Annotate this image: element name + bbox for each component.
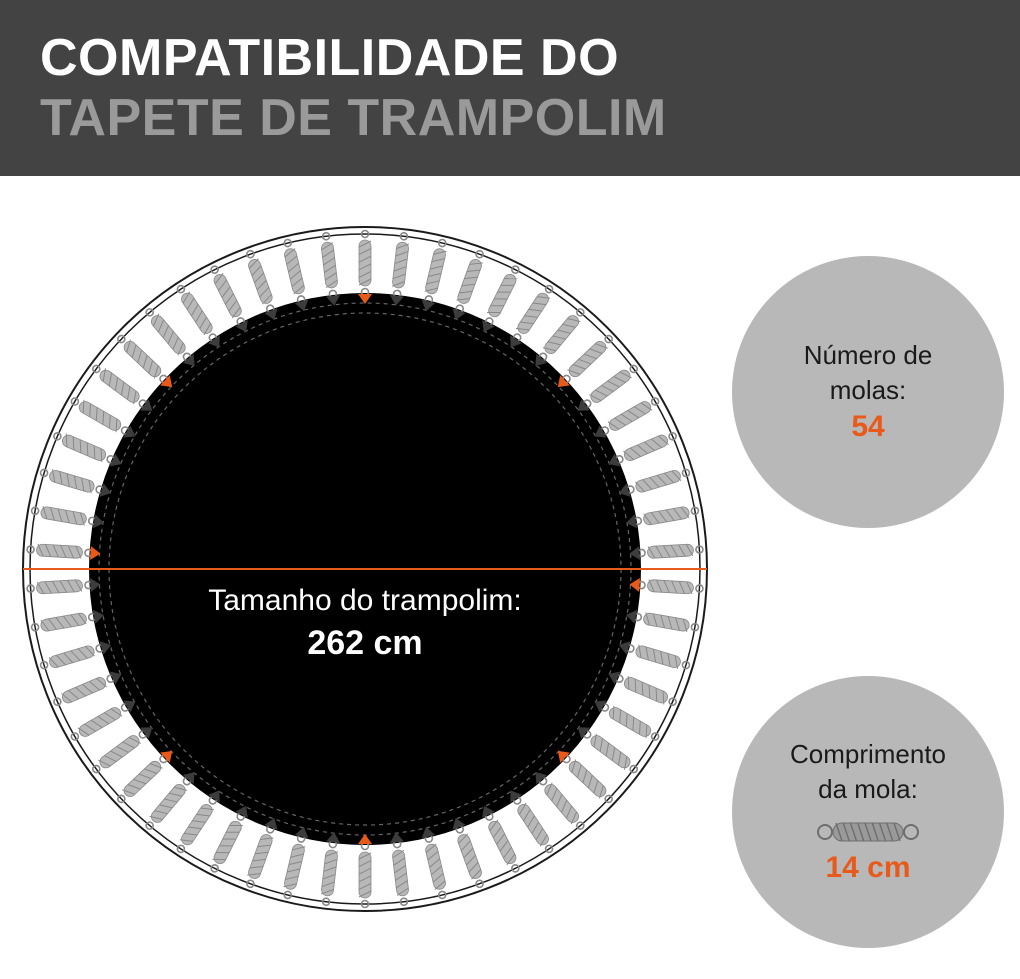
header-title-line2: TAPETE DE TRAMPOLIM (40, 88, 980, 148)
trampoline-diagram: Tamanho do trampolim: 262 cm (20, 224, 710, 914)
trampoline-size-label: Tamanho do trampolim: (20, 584, 710, 618)
content-area: Tamanho do trampolim: 262 cm Número de m… (0, 176, 1020, 979)
spring-length-circle: Comprimento da mola: 14 cm (732, 676, 1004, 948)
trampoline-label-group: Tamanho do trampolim: 262 cm (20, 584, 710, 663)
spring-length-label-2: da mola: (818, 774, 918, 805)
spring-length-label-1: Comprimento (790, 739, 946, 770)
spring-icon (813, 815, 923, 849)
spring-length-value: 14 cm (825, 851, 910, 885)
trampoline-svg (20, 224, 710, 914)
springs-count-label-1: Número de (804, 340, 933, 371)
header: COMPATIBILIDADE DO TAPETE DE TRAMPOLIM (0, 0, 1020, 176)
springs-count-circle: Número de molas: 54 (732, 256, 1004, 528)
springs-count-label-2: molas: (830, 375, 907, 406)
header-title-line1: COMPATIBILIDADE DO (40, 28, 980, 88)
springs-count-value: 54 (851, 410, 884, 444)
trampoline-size-value: 262 cm (20, 624, 710, 663)
